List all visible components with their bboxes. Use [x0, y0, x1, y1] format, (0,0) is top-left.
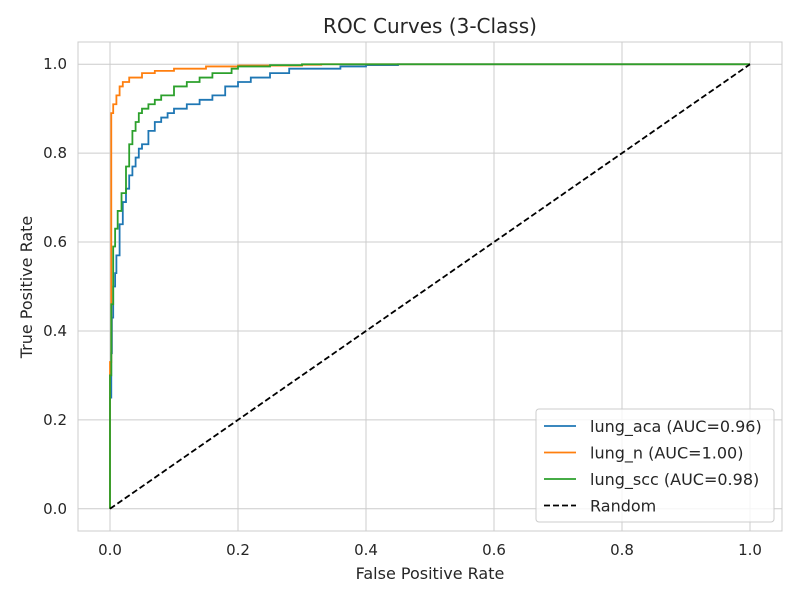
plot-area-frame — [77, 41, 783, 532]
series-layer — [109, 63, 751, 510]
legend-label: lung_n (AUC=1.00) — [590, 444, 743, 464]
y-tick-label: 0.8 — [43, 144, 67, 162]
x-tick-label: 0.4 — [354, 541, 378, 559]
x-tick-label: 0.6 — [482, 541, 506, 559]
y-tick-label: 0.0 — [43, 500, 67, 518]
series-line-random — [109, 63, 751, 510]
series-line-lung-scc — [109, 63, 750, 509]
x-tick-label: 1.0 — [738, 541, 762, 559]
y-axis-label: True Positive Rate — [17, 216, 36, 360]
chart-title: ROC Curves (3-Class) — [323, 14, 537, 38]
x-tick-label: 0.8 — [610, 541, 634, 559]
x-axis-label: False Positive Rate — [356, 564, 505, 583]
y-tick-label: 0.2 — [43, 411, 67, 429]
x-tick-label: 0.0 — [98, 541, 122, 559]
legend-frame — [535, 408, 775, 523]
grid — [78, 42, 782, 531]
y-tick-label: 0.4 — [43, 322, 67, 340]
legend: lung_aca (AUC=0.96) lung_n (AUC=1.00) lung… — [535, 408, 775, 523]
legend-label: lung_aca (AUC=0.96) — [590, 417, 762, 437]
tick-labels: 0.0 0.2 0.4 0.6 0.8 1.0 0.0 0.2 0.4 0.6 0.8 1.0 — [43, 55, 762, 559]
legend-label: lung_scc (AUC=0.98) — [590, 470, 759, 490]
series-line-lung-aca — [109, 63, 750, 509]
y-tick-label: 0.6 — [43, 233, 67, 251]
y-tick-label: 1.0 — [43, 55, 67, 73]
legend-label: Random — [590, 497, 656, 516]
x-tick-label: 0.2 — [226, 541, 250, 559]
